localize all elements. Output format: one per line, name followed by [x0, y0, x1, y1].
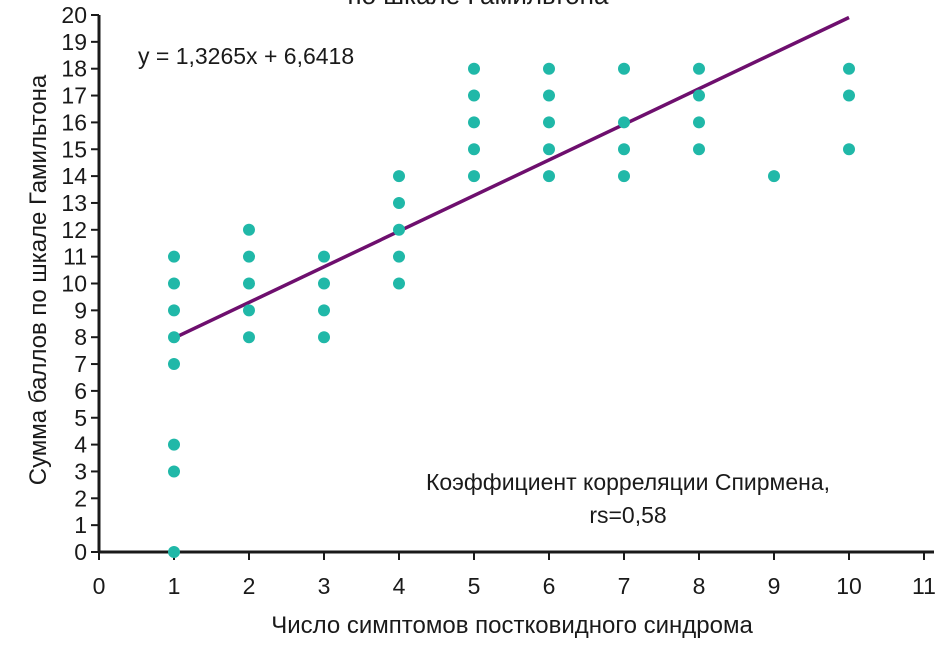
data-point	[393, 196, 405, 209]
data-point	[168, 331, 180, 344]
y-tick-label: 8	[74, 324, 87, 350]
data-point	[543, 89, 555, 102]
data-point	[243, 304, 255, 317]
data-point	[318, 304, 330, 317]
y-tick-label: 7	[74, 351, 87, 377]
x-tick-label: 2	[243, 573, 256, 599]
correlation-label-line2: rs=0,58	[589, 502, 666, 528]
data-point	[243, 331, 255, 344]
data-point	[543, 116, 555, 129]
x-tick-label: 7	[618, 573, 631, 599]
y-tick-label: 12	[61, 217, 87, 243]
x-tick-label: 5	[468, 573, 481, 599]
data-point	[168, 277, 180, 290]
data-point	[768, 170, 780, 183]
y-tick-label: 6	[74, 378, 87, 404]
data-point	[393, 170, 405, 183]
y-tick-label: 2	[74, 485, 87, 511]
data-point	[243, 223, 255, 236]
y-tick-label: 18	[61, 56, 87, 82]
x-tick-label: 3	[318, 573, 331, 599]
data-point	[618, 62, 630, 75]
data-point	[543, 62, 555, 75]
y-tick-label: 16	[61, 109, 87, 135]
data-point	[168, 358, 180, 371]
data-point	[468, 116, 480, 129]
data-point	[843, 143, 855, 156]
data-point	[843, 89, 855, 102]
data-point	[468, 89, 480, 102]
data-point	[168, 250, 180, 263]
y-tick-label: 0	[74, 539, 87, 565]
data-point	[468, 170, 480, 183]
y-tick-label: 11	[63, 244, 87, 270]
y-tick-label: 17	[61, 83, 87, 109]
chart-title: по шкале Гамильтона	[348, 0, 609, 10]
data-point	[693, 62, 705, 75]
y-tick-label: 10	[61, 271, 87, 297]
data-point	[543, 170, 555, 183]
data-point	[843, 62, 855, 75]
y-tick-label: 14	[61, 163, 87, 189]
x-tick-label: 11	[912, 573, 936, 599]
data-point	[168, 465, 180, 478]
data-point	[618, 143, 630, 156]
data-point	[543, 143, 555, 156]
y-tick-label: 5	[74, 405, 87, 431]
data-point	[693, 116, 705, 129]
x-tick-label: 10	[836, 573, 862, 599]
data-point	[468, 143, 480, 156]
y-tick-label: 9	[74, 297, 87, 323]
x-tick-label: 8	[693, 573, 706, 599]
x-tick-label: 6	[543, 573, 556, 599]
x-tick-label: 0	[93, 573, 106, 599]
equation-label: y = 1,3265x + 6,6418	[138, 43, 354, 69]
data-point	[693, 89, 705, 102]
data-point	[393, 250, 405, 263]
data-point	[168, 438, 180, 451]
y-tick-label: 19	[61, 29, 87, 55]
y-tick-label: 3	[74, 458, 87, 484]
data-point	[618, 116, 630, 129]
data-point	[168, 304, 180, 317]
y-tick-label: 13	[61, 190, 87, 216]
data-point	[393, 223, 405, 236]
x-tick-label: 1	[168, 573, 181, 599]
y-tick-label: 4	[74, 432, 87, 458]
correlation-label-line1: Коэффициент корреляции Спирмена,	[426, 469, 830, 495]
data-point	[168, 546, 180, 558]
data-point	[318, 277, 330, 290]
data-point	[243, 277, 255, 290]
data-point	[318, 331, 330, 344]
data-points	[168, 62, 855, 558]
x-tick-label: 4	[393, 573, 406, 599]
y-tick-label: 1	[74, 512, 87, 538]
data-point	[243, 250, 255, 263]
x-tick-label: 9	[768, 573, 781, 599]
y-axis-title: Сумма баллов по шкале Гамильтона	[25, 74, 52, 485]
data-point	[618, 170, 630, 183]
data-point	[318, 250, 330, 263]
y-tick-label: 15	[61, 136, 87, 162]
x-axis-ticks: 0 1 2 3 4 5 6 7 8 9 10 11	[93, 552, 936, 599]
data-point	[393, 277, 405, 290]
data-point	[468, 62, 480, 75]
trendline	[173, 15, 850, 340]
x-axis-title: Число симптомов постковидного синдрома	[271, 612, 753, 639]
y-tick-label: 20	[61, 2, 87, 28]
data-point	[693, 143, 705, 156]
